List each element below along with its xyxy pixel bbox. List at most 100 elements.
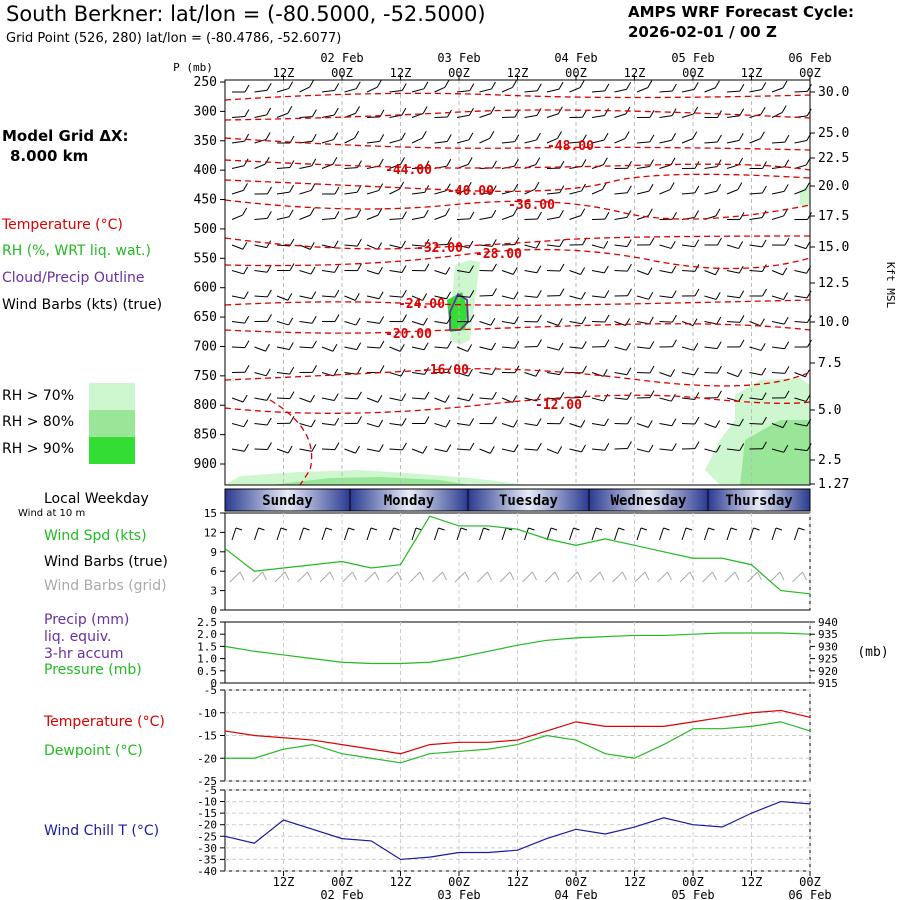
top-date-label: 02 Feb [320,51,363,65]
wind-barb-flag [784,237,790,246]
rh70-region [800,185,810,205]
wind-barb [659,189,671,195]
wind-barb-flag [491,185,497,193]
wind-barb-true [614,527,619,541]
wind-barb-true [254,527,259,541]
bottom-tick-label: 12Z [390,875,412,889]
bottom-date-label: 04 Feb [554,888,597,900]
wind-barb-flag [647,208,653,216]
wind-barb-flag [289,366,295,375]
wind-barb [479,137,491,144]
wind-barb-flag [424,416,430,424]
grid-point-subtitle: Grid Point (526, 280) lat/lon = (-80.478… [6,31,342,46]
height-tick-label: 30.0 [818,85,849,100]
pressure-axis-label: P (mb) [173,61,213,74]
wind-barb-grid [342,571,353,583]
wind-barb [614,113,627,118]
wind-barb-true-flag [640,527,648,531]
wind-barb [636,190,650,195]
wind-barb-flag [581,159,587,167]
wind-barb-flag [626,239,632,247]
wind-barb-flag [694,185,700,194]
wind-barb [614,346,627,351]
wind-barb-true [231,527,237,541]
wind-barb [456,218,470,220]
wind-barb-flag [288,81,294,89]
top-date-label: 03 Feb [437,51,480,65]
temperature-contour [224,368,811,387]
wind-barb-flag [490,106,496,114]
height-tick-label: 10.0 [818,315,849,330]
pressure-tick-label: 500 [194,222,217,237]
weekday-label: Tuesday [499,493,559,509]
wind-barb [771,190,785,195]
wind-barb-flag [242,394,248,403]
wind-barb-flag [492,263,497,272]
local-weekday-label: Local Weekday [44,491,149,507]
wind-barb-flag [603,132,609,141]
wind-barb-flag [243,444,249,452]
temperature-contour-label: -12.00 [535,398,582,413]
wind-barb-flag [512,267,518,275]
wind-barb [321,295,335,298]
wind-barb-flag [513,444,519,453]
wind-barb [771,112,783,118]
wind-barb-flag [624,131,630,139]
wind-barb-flag [739,315,745,323]
wind-barb-flag [557,318,563,326]
wind-barb-flag [627,288,632,296]
wind-barb-flag [782,80,788,89]
wind-barb [344,321,357,326]
wind-barb-grid-flag [397,571,402,581]
wind-barb-flag [424,160,430,169]
wind-barb-flag [512,395,518,403]
wind-barb-flag [310,183,316,191]
wind-barb-grid-flag [239,571,245,581]
wind-barb [231,244,244,250]
wind-barb-flag [468,368,473,377]
wind-barb [794,244,807,250]
wind-barb [299,423,312,428]
wind-barb-true [794,527,799,541]
wind-barb-flag [491,342,496,351]
wind-barb [501,270,514,275]
wind-barb-grid-flag [487,571,492,581]
wind-barb-true [749,527,754,541]
wind-barb-flag [580,208,586,216]
wind-barb [614,321,626,326]
wind-barb [456,423,470,426]
wind-barb [771,87,784,93]
wind-at-label: Wind at 10 m [18,508,86,519]
wind-barb [771,321,785,325]
wind-barb-flag [469,418,475,426]
rh80-region [740,420,810,485]
wind-barb-flag [580,291,586,300]
wind-barb-flag [671,108,677,116]
wind-barb [591,295,605,298]
wind-barb [524,295,538,298]
wind-barb-flag [738,157,744,166]
wind-barb-flag [580,267,586,275]
wind-barb-grid-flag [757,571,762,581]
wind-barb-flag [783,445,789,453]
wind-barb [726,115,740,118]
wind-barb-flag [469,265,474,273]
wind-panel-tick-label: 12 [204,526,217,539]
weekday-label: Sunday [262,493,313,509]
wind-barb-flag [401,83,407,91]
wind-barb [254,448,268,451]
wind-barb [546,372,560,376]
wind-barb [749,346,762,351]
wind-barb-flag [737,182,743,190]
wind-barb-flag [602,157,608,165]
wind-barb [434,423,447,428]
wind-barb-flag [536,83,542,92]
wind-barb [591,397,605,402]
wind-barb-flag [310,394,315,403]
wind-barb-grid [297,571,308,583]
top-tick-label: 00Z [682,66,704,80]
weekday-label: Thursday [725,493,793,509]
wind-chill-line [224,800,811,861]
wind-barb-flag [694,392,700,400]
wind-barb-flag [446,134,452,142]
